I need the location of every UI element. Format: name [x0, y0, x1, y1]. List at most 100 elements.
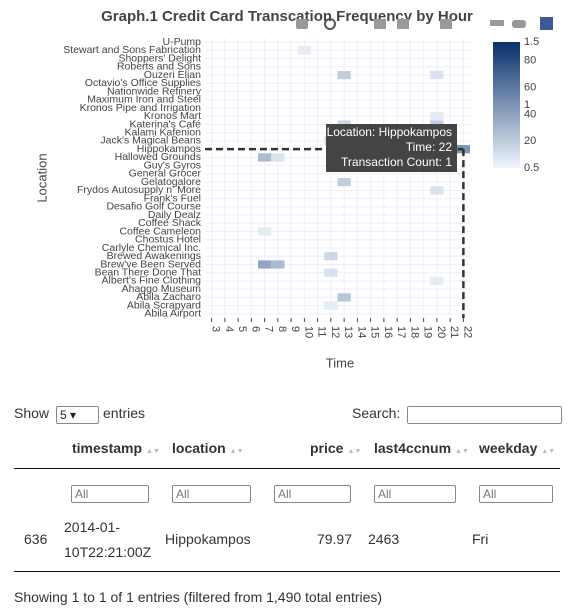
y-tick-label: Kalami Kafenion [125, 126, 202, 138]
y-tick-label: Roberts and Sons [117, 61, 201, 73]
y-tick-label: Abila Airport [144, 308, 201, 320]
y-tick-label: Carlyle Chemical Inc. [102, 242, 201, 254]
y-tick-label: Maximum Iron and Steel [87, 94, 201, 106]
x-tick-label: 20 [435, 326, 447, 338]
y-tick-label: Desafio Golf Course [106, 201, 201, 213]
column-title[interactable]: timestamp [72, 440, 143, 456]
column-title[interactable]: last4ccnum [374, 440, 452, 456]
search-label: Search: [352, 405, 401, 421]
heatmap-cell [337, 178, 351, 187]
column-filter[interactable]: All [479, 485, 553, 503]
table-cell: Fri [472, 531, 489, 547]
length-select[interactable]: 5 ▾ [56, 406, 99, 424]
compare-icon[interactable] [512, 20, 526, 28]
table-rule [14, 571, 560, 572]
y-tick-label: Nationwide Refinery [107, 85, 202, 97]
x-tick-label: 14 [355, 326, 367, 338]
x-tick-label: 5 [236, 326, 248, 332]
heatmap-cell [337, 293, 351, 302]
heatmap-cell [258, 260, 272, 269]
column-filter[interactable]: All [274, 485, 351, 503]
column-header[interactable]: timestamp ▲▼ [72, 440, 160, 456]
heatmap-cell [258, 153, 272, 162]
tooltip-line: Transaction Count: 1 [341, 155, 452, 169]
y-tick-label: Gelatogalore [141, 176, 201, 188]
table-info: Showing 1 to 1 of 1 entries (filtered fr… [14, 589, 383, 605]
y-tick-label: Coffee Shack [138, 217, 202, 229]
plotly-logo[interactable] [540, 17, 553, 30]
y-tick-label: Albert's Fine Clothing [102, 275, 202, 287]
length-value[interactable]: 5 [60, 408, 67, 422]
y-tick-label: Kronos Mart [144, 110, 201, 122]
sort-icon[interactable]: ▲▼ [229, 448, 244, 455]
zoom-icon[interactable] [324, 18, 336, 30]
column-header[interactable]: price ▲▼ [310, 440, 361, 456]
x-tick-label: 6 [249, 326, 261, 332]
x-tick-label: 9 [289, 326, 301, 332]
y-tick-label: Guy's Gyros [144, 159, 201, 171]
x-tick-label: 11 [316, 326, 328, 337]
y-tick-label: Kronos Pipe and Irrigation [80, 102, 202, 114]
sort-icon[interactable]: ▲▼ [347, 448, 362, 455]
colorbar-tick-label: 1 [524, 99, 530, 111]
sort-icon[interactable]: ▲▼ [146, 448, 160, 455]
tooltip-line: Time: 22 [406, 140, 453, 154]
heatmap-cell [430, 70, 444, 80]
camera-icon[interactable] [296, 19, 308, 29]
colorbar [493, 42, 520, 168]
y-tick-label: Katerina's Café [130, 118, 202, 130]
sort-icon[interactable]: ▲▼ [455, 448, 469, 455]
colorbar-tick-label: 0.5 [524, 162, 539, 174]
y-tick-label: General Grocer [129, 168, 202, 180]
spike-icon[interactable] [490, 20, 504, 26]
x-tick-label: 10 [302, 326, 314, 338]
column-title[interactable]: weekday [479, 440, 538, 456]
heatmap-cell [430, 186, 444, 195]
x-tick-label: 12 [329, 326, 341, 338]
y-tick-label: Ahaggo Museum [122, 283, 202, 295]
column-header[interactable]: last4ccnum ▲▼ [374, 440, 469, 456]
entries-label: entries [103, 405, 146, 421]
column-title[interactable]: price [310, 440, 344, 456]
search-input[interactable] [407, 406, 562, 424]
x-tick-label: 13 [342, 326, 354, 338]
sort-icon[interactable]: ▲▼ [541, 448, 556, 455]
y-tick-label: Hallowed Grounds [115, 151, 201, 163]
heatmap-cell [297, 46, 311, 55]
y-tick-label: Brewed Awakenings [107, 250, 201, 262]
colorbar-tick-label: 1.5 [524, 36, 539, 48]
column-header[interactable]: weekday ▲▼ [479, 440, 555, 456]
colorbar-tick-label: 40 [524, 108, 536, 120]
table-cell: 10T22:21:00Z [64, 544, 152, 560]
heatmap-cell [271, 260, 285, 269]
colorbar-tick-label: 20 [524, 135, 536, 147]
heatmap-cell [271, 153, 285, 162]
home-icon[interactable] [440, 19, 452, 29]
zoom-in-icon[interactable] [374, 19, 386, 29]
heatmap-cell [258, 227, 272, 236]
x-tick-label: 4 [223, 326, 235, 332]
zoom-out-icon[interactable] [397, 19, 409, 29]
x-tick-label: 21 [448, 326, 460, 338]
x-axis-title: Time [326, 355, 354, 370]
table-cell: 636 [24, 531, 48, 547]
x-tick-label: 16 [382, 326, 394, 338]
column-header[interactable]: location ▲▼ [172, 440, 244, 456]
column-filter[interactable]: All [71, 485, 149, 503]
colorbar-tick-label: 80 [524, 55, 536, 67]
table-cell: 79.97 [316, 531, 352, 547]
heatmap-cell [337, 70, 351, 80]
column-filter[interactable]: All [374, 485, 456, 503]
column-title[interactable]: location [172, 440, 226, 456]
table-cell: Hippokampos [165, 531, 251, 547]
column-filter[interactable]: All [172, 485, 251, 503]
tooltip-line: Location: Hippokampos [327, 125, 452, 139]
show-label: Show [14, 405, 50, 421]
y-tick-label: U-Pump [162, 36, 201, 48]
y-tick-label: Jack's Magical Beans [100, 135, 201, 147]
modebar[interactable] [296, 17, 553, 30]
y-tick-label: Brew've Been Served [100, 258, 201, 270]
colorbar-tick-label: 60 [524, 81, 536, 93]
y-tick-label: Octavio's Office Supplies [85, 77, 201, 89]
